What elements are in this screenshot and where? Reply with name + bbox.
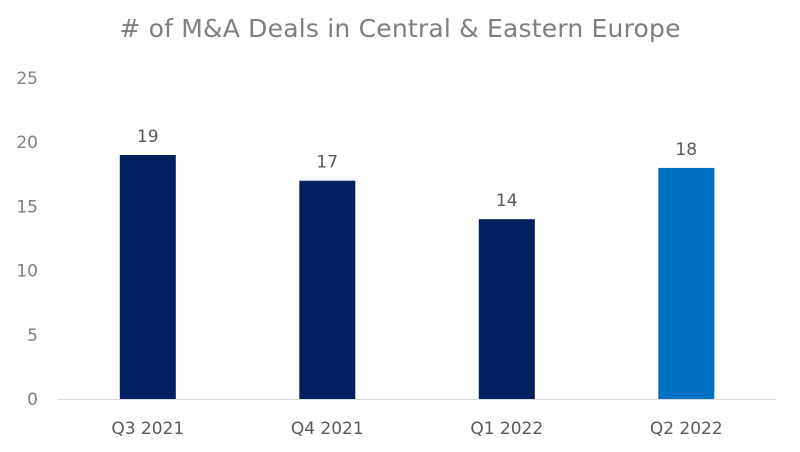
x-tick-label: Q4 2021	[291, 419, 364, 439]
y-tick-label: 15	[16, 197, 38, 217]
y-tick-label: 10	[16, 262, 38, 282]
y-tick-label: 20	[16, 133, 38, 153]
y-tick-label: 25	[16, 69, 38, 89]
chart-title: # of M&A Deals in Central & Eastern Euro…	[119, 14, 681, 43]
data-label: 17	[316, 153, 338, 173]
bar	[299, 180, 356, 399]
bar	[658, 167, 715, 399]
y-tick-label: 0	[27, 390, 38, 410]
data-label: 19	[137, 127, 159, 147]
data-label: 18	[675, 140, 697, 160]
data-label: 14	[496, 191, 518, 211]
x-tick-label: Q3 2021	[111, 419, 184, 439]
y-tick-label: 5	[27, 326, 38, 346]
x-tick-label: Q2 2022	[650, 419, 723, 439]
bar	[119, 155, 176, 399]
bar	[478, 219, 535, 399]
x-tick-label: Q1 2022	[470, 419, 543, 439]
